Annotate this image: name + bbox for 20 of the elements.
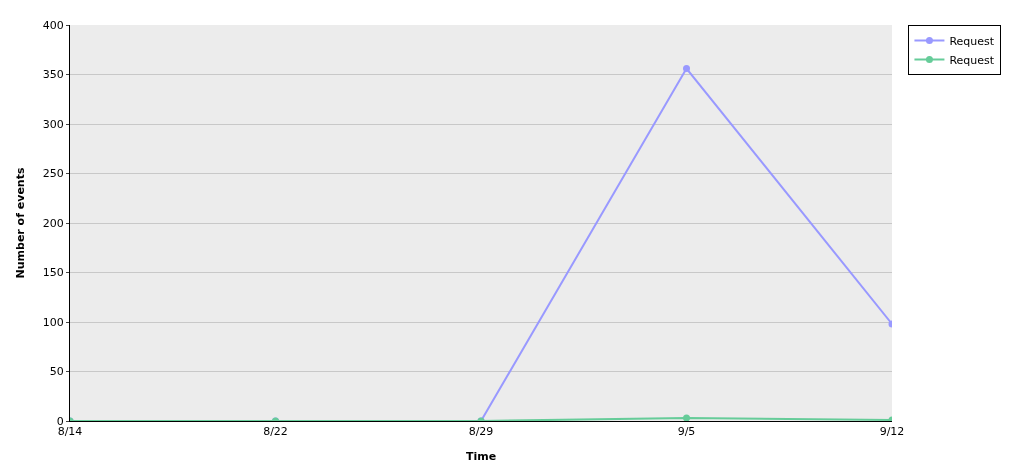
y-tick-label: 200 — [42, 216, 64, 230]
legend-label: Request — [949, 53, 995, 67]
x-tick-label: 8/14 — [57, 425, 83, 439]
x-tick-label: 9/5 — [677, 425, 696, 439]
y-axis-title: Number of events — [14, 167, 28, 279]
x-axis-title: Time — [465, 450, 497, 464]
x-tick-label: 9/12 — [879, 425, 905, 439]
point — [683, 414, 690, 421]
point — [683, 65, 690, 73]
x-tick-label: 8/29 — [468, 425, 494, 439]
x-tick-label: 8/22 — [263, 425, 288, 439]
y-tick-label: 350 — [42, 68, 64, 82]
y-tick-label: 300 — [42, 117, 64, 131]
y-tick-label: 100 — [42, 315, 64, 329]
y-tick-label: 50 — [49, 365, 64, 379]
y-tick-label: 400 — [42, 18, 64, 32]
y-tick-label: 0 — [56, 414, 64, 428]
y-tick-label: 250 — [42, 167, 64, 181]
y-tick-label: 150 — [42, 266, 64, 280]
legend-label: Request — [949, 34, 995, 48]
